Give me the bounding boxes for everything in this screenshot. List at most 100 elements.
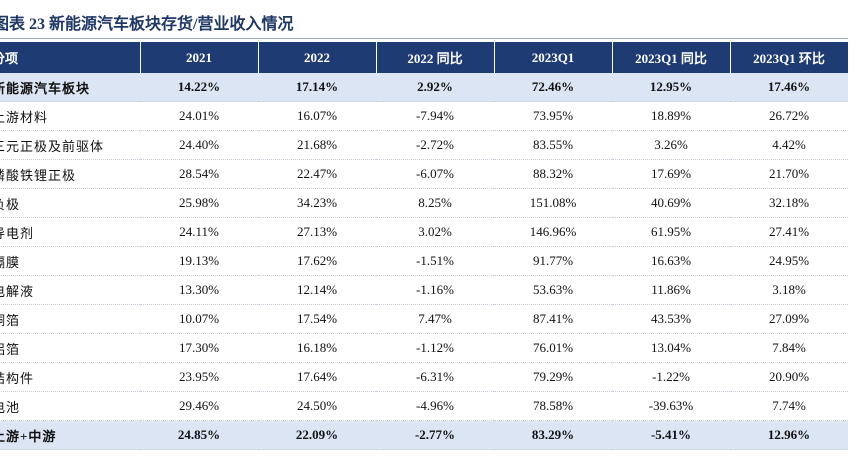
cell: 13.30% [140, 275, 258, 305]
table-row: 导电剂24.11%27.13%3.02%146.96%61.95%27.41% [0, 217, 848, 247]
cell: 14.22% [140, 73, 258, 102]
cell: 4.42% [730, 130, 848, 160]
cell: 23.95% [140, 362, 258, 392]
row-label: 上游+中游 [0, 420, 140, 450]
cell: 61.95% [612, 217, 730, 247]
table-row: 铜箔10.07%17.54%7.47%87.41%43.53%27.09% [0, 304, 848, 334]
header-cell: 分项 [0, 42, 141, 73]
cell: -1.12% [376, 333, 494, 363]
cell: 3.02% [376, 217, 494, 247]
cell: 2.92% [376, 73, 494, 102]
table-row: 上游材料24.01%16.07%-7.94%73.95%18.89%26.72% [0, 101, 848, 131]
cell: 11.86% [612, 275, 730, 305]
table-row: 铝箔17.30%16.18%-1.12%76.01%13.04%7.84% [0, 333, 848, 363]
table-row: 电池29.46%24.50%-4.96%78.58%-39.63%7.74% [0, 391, 848, 421]
cell: 16.18% [258, 333, 376, 363]
cell: 10.07% [140, 304, 258, 334]
title: 图表 23 新能源汽车板块存货/营业收入情况 [0, 16, 294, 33]
cell: 13.04% [612, 333, 730, 363]
cell: 19.13% [140, 246, 258, 276]
cell: 3.18% [730, 275, 848, 305]
cell: 12.14% [258, 275, 376, 305]
header-cell: 2022 同比 [376, 42, 495, 73]
row-label: 三元正极及前驱体 [0, 130, 140, 160]
table-row: 电解液13.30%12.14%-1.16%53.63%11.86%3.18% [0, 275, 848, 305]
row-label: 铝箔 [0, 333, 140, 363]
cell: 24.40% [140, 130, 258, 160]
table-row: 新能源汽车板块 14.22% 17.14% 2.92% 72.46% 12.95% 17.4… [0, 73, 848, 102]
row-label: 负极 [0, 188, 140, 218]
cell: -5.41% [612, 420, 730, 450]
cell: -2.72% [376, 130, 494, 160]
cell: 17.62% [258, 246, 376, 276]
cell: 43.53% [612, 304, 730, 334]
row-label: 结构件 [0, 362, 140, 392]
cell: -6.31% [376, 362, 494, 392]
cell: 27.13% [258, 217, 376, 247]
cell: -39.63% [612, 391, 730, 421]
cell: 79.29% [494, 362, 612, 392]
cell: 22.47% [258, 159, 376, 189]
cell: 146.96% [494, 217, 612, 247]
cell: -2.77% [376, 420, 494, 450]
table-body: 新能源汽车板块 14.22% 17.14% 2.92% 72.46% 12.95% 17.4… [0, 73, 848, 450]
cell: -4.96% [376, 391, 494, 421]
cell: 21.68% [258, 130, 376, 160]
table-row: 负极25.98%34.23%8.25%151.08%40.69%32.18% [0, 188, 848, 218]
header-cell: 2023Q1 [494, 42, 613, 73]
cell: 17.54% [258, 304, 376, 334]
cell: -6.07% [376, 159, 494, 189]
cell: 22.09% [258, 420, 376, 450]
cell: 25.98% [140, 188, 258, 218]
header-cell: 2023Q1 环比 [730, 42, 849, 73]
cell: 83.55% [494, 130, 612, 160]
cell: 3.26% [612, 130, 730, 160]
table-row: 磷酸铁锂正极 28.54% 22.47% -6.07% 88.32% 17.69% 21.7… [0, 159, 848, 189]
row-label: 电解液 [0, 275, 140, 305]
header-cell: 2023Q1 同比 [612, 42, 731, 73]
cell: 53.63% [494, 275, 612, 305]
cell: 7.74% [730, 391, 848, 421]
table-row: 隔膜19.13%17.62%-1.51%91.77%16.63%24.95% [0, 246, 848, 276]
cell: 28.54% [140, 159, 258, 189]
cell: 91.77% [494, 246, 612, 276]
cell: 27.41% [730, 217, 848, 247]
cell: 12.95% [612, 73, 730, 102]
cell: 21.70% [730, 159, 848, 189]
table-row: 三元正极及前驱体 24.40% 21.68% -2.72% 83.55% 3.26% 4.4… [0, 130, 848, 160]
cell: 40.69% [612, 188, 730, 218]
cell: -1.51% [376, 246, 494, 276]
row-label: 电池 [0, 391, 140, 421]
row-label: 上游材料 [0, 101, 140, 131]
cell: -1.22% [612, 362, 730, 392]
cell: 24.11% [140, 217, 258, 247]
cell: 17.30% [140, 333, 258, 363]
row-label: 导电剂 [0, 217, 140, 247]
cell: 78.58% [494, 391, 612, 421]
cell: -7.94% [376, 101, 494, 131]
cell: 72.46% [494, 73, 612, 102]
cell: 17.14% [258, 73, 376, 102]
cell: 83.29% [494, 420, 612, 450]
cell: 17.64% [258, 362, 376, 392]
cell: 29.46% [140, 391, 258, 421]
cell: 76.01% [494, 333, 612, 363]
table-row: 结构件23.95%17.64%-6.31%79.29%-1.22%20.90% [0, 362, 848, 392]
cell: 20.90% [730, 362, 848, 392]
row-label: 铜箔 [0, 304, 140, 334]
cell: 24.01% [140, 101, 258, 131]
cell: 16.07% [258, 101, 376, 131]
cell: 17.46% [730, 73, 848, 102]
cell: 73.95% [494, 101, 612, 131]
row-label: 磷酸铁锂正极 [0, 159, 140, 189]
cell: 27.09% [730, 304, 848, 334]
row-label: 新能源汽车板块 [0, 73, 140, 102]
cell: 32.18% [730, 188, 848, 218]
cell: 24.50% [258, 391, 376, 421]
cell: 7.47% [376, 304, 494, 334]
cell: 17.69% [612, 159, 730, 189]
row-label: 隔膜 [0, 246, 140, 276]
